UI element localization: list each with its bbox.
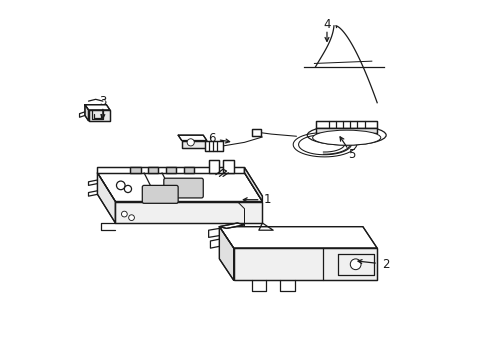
Polygon shape — [147, 167, 158, 173]
Polygon shape — [233, 248, 376, 280]
Polygon shape — [316, 128, 376, 134]
Ellipse shape — [306, 125, 386, 145]
Circle shape — [124, 185, 131, 193]
Polygon shape — [223, 160, 233, 173]
Circle shape — [128, 215, 134, 221]
Polygon shape — [182, 140, 206, 148]
FancyBboxPatch shape — [163, 178, 203, 198]
Polygon shape — [85, 105, 110, 110]
Polygon shape — [129, 167, 140, 173]
Polygon shape — [178, 135, 206, 140]
Text: 5: 5 — [347, 148, 355, 161]
Text: 6: 6 — [208, 132, 216, 145]
Polygon shape — [88, 110, 110, 121]
Polygon shape — [85, 105, 88, 121]
Circle shape — [187, 139, 194, 146]
Polygon shape — [165, 167, 176, 173]
Polygon shape — [183, 167, 194, 173]
Text: 2: 2 — [382, 258, 389, 271]
Polygon shape — [115, 202, 262, 223]
Polygon shape — [251, 129, 260, 136]
FancyBboxPatch shape — [142, 185, 178, 203]
Polygon shape — [97, 173, 262, 202]
Polygon shape — [208, 160, 219, 173]
Polygon shape — [219, 226, 233, 280]
Polygon shape — [316, 121, 376, 128]
Polygon shape — [97, 173, 115, 223]
Polygon shape — [244, 167, 262, 202]
Circle shape — [116, 181, 125, 190]
Polygon shape — [219, 223, 244, 228]
Circle shape — [121, 211, 127, 217]
Polygon shape — [219, 226, 376, 248]
Polygon shape — [97, 167, 244, 173]
Text: 3: 3 — [99, 95, 106, 108]
Text: 1: 1 — [264, 193, 271, 206]
Polygon shape — [204, 140, 223, 151]
Circle shape — [349, 259, 360, 270]
Text: 4: 4 — [323, 18, 330, 31]
Ellipse shape — [312, 130, 380, 145]
